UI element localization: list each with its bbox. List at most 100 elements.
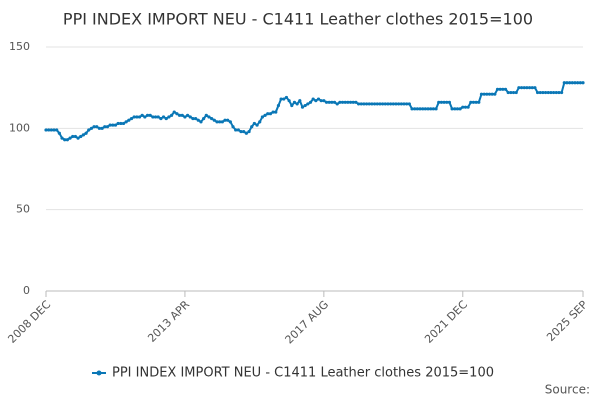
point [314,99,318,103]
point [137,115,142,119]
point [578,81,582,85]
point [399,102,403,106]
point [434,107,438,111]
point [239,129,243,134]
point [343,100,347,104]
point [60,136,64,140]
point [194,116,198,121]
point [533,86,537,90]
point [517,86,521,90]
point [453,107,457,111]
point [204,113,208,117]
point [327,100,331,104]
point [525,86,529,90]
point [543,90,548,95]
point [549,90,553,95]
point [100,126,104,130]
point [215,120,219,124]
point [439,100,444,104]
point [356,102,361,106]
point [145,113,150,117]
point [71,134,75,139]
point [57,131,61,135]
point [576,81,580,85]
point [284,95,289,100]
point [458,107,462,111]
point [79,134,83,139]
point [410,107,414,111]
point [207,115,211,119]
point [573,81,577,85]
point [252,121,256,126]
point [535,90,540,95]
point [466,105,470,109]
point [485,92,489,96]
point [445,100,449,104]
point [276,103,281,108]
point [316,97,321,101]
point [258,120,262,124]
point [394,102,398,106]
point [279,97,283,101]
x-tick-label: 2025 SEP [544,298,590,344]
point [68,136,72,140]
point [266,112,270,116]
point [292,100,297,104]
point [554,90,558,95]
point [151,115,155,119]
point [429,107,433,111]
point [234,128,238,132]
point [391,102,395,106]
point [378,102,382,106]
point [560,90,564,95]
point [405,102,409,106]
point [311,97,315,101]
point [218,120,222,124]
point [244,131,248,135]
point [322,99,326,103]
point [495,87,500,91]
point [228,120,232,124]
point [506,90,510,95]
y-tick-label: 100 [9,121,30,134]
point [509,90,513,95]
point [541,90,545,95]
point [153,115,158,119]
point [298,99,302,103]
point [132,115,136,119]
point [527,86,532,90]
point [250,125,254,129]
y-tick-label: 150 [9,40,30,53]
point [367,102,371,106]
point [530,86,534,90]
point [332,100,337,104]
point [463,105,468,109]
point [148,113,152,117]
point [129,116,134,121]
point [172,110,176,114]
point [383,102,387,106]
point [183,115,187,119]
point [268,112,273,116]
point [274,110,278,114]
point [381,102,385,106]
point [351,100,355,104]
point [442,100,446,104]
point [389,102,393,106]
point [290,103,294,108]
point [373,102,377,106]
point [49,128,53,132]
point [511,90,516,95]
point [354,100,358,104]
point [167,115,171,119]
point [169,113,174,117]
point [199,120,203,124]
point [474,100,478,104]
point [212,118,216,122]
point [324,100,329,104]
point [191,116,195,121]
point [482,92,486,96]
point [97,126,102,130]
point [437,100,441,104]
